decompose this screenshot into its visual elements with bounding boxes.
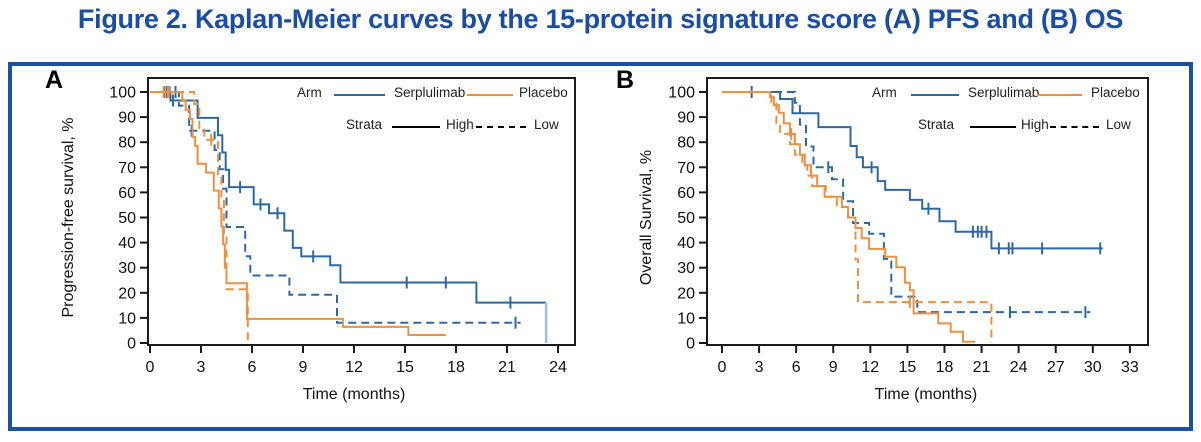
legend-placebo-label: Placebo bbox=[519, 85, 568, 100]
legend-placebo-line bbox=[467, 94, 513, 96]
y-tick-label: 40 bbox=[118, 235, 136, 252]
y-tick-label: 60 bbox=[677, 185, 695, 202]
legend-serplulimab-label: Serplulimab bbox=[394, 85, 466, 100]
legend-high-line bbox=[970, 126, 1016, 128]
legend-high-label: High bbox=[1021, 117, 1049, 132]
km-curve-placebo-high bbox=[150, 91, 446, 336]
legend-high-line bbox=[392, 126, 440, 128]
figure-panel: 0 3 6 9 12 15 18 21 24 0 10 20 30 40 50 60 70 80 90 100 Time… bbox=[8, 62, 1193, 431]
km-curve-serplulimab-low bbox=[722, 91, 1091, 314]
legend-low-label: Low bbox=[1106, 117, 1131, 132]
y-tick-label: 90 bbox=[118, 110, 136, 127]
x-tick-label: 21 bbox=[498, 359, 516, 376]
legend-low-line bbox=[1050, 126, 1099, 128]
x-tick-label: 12 bbox=[345, 359, 363, 376]
y-tick-label: 100 bbox=[668, 85, 695, 102]
legend-placebo-line bbox=[1037, 94, 1082, 96]
x-tick-label: 0 bbox=[718, 359, 727, 376]
figure-title: Figure 2. Kaplan-Meier curves by the 15-… bbox=[77, 4, 1124, 34]
km-charts-svg: 0 3 6 9 12 15 18 21 240102030405060708090100Time… bbox=[60, 77, 1149, 403]
x-tick-label: 0 bbox=[146, 359, 155, 376]
x-tick-label: 15 bbox=[899, 359, 917, 376]
y-tick-label: 30 bbox=[677, 260, 695, 277]
x-axis-title: Time (months) bbox=[875, 386, 978, 403]
y-axis-title: Progression-free survival, % bbox=[60, 117, 77, 317]
y-tick-label: 0 bbox=[686, 336, 695, 353]
x-tick-label: 18 bbox=[936, 359, 954, 376]
y-tick-label: 40 bbox=[677, 235, 695, 252]
y-tick-label: 20 bbox=[118, 285, 136, 302]
y-tick-label: 60 bbox=[118, 185, 136, 202]
legend-low-line bbox=[476, 126, 526, 128]
y-tick-label: 100 bbox=[109, 85, 136, 102]
x-tick-label: 30 bbox=[1084, 359, 1102, 376]
x-tick-label: 12 bbox=[861, 359, 879, 376]
x-tick-label: 6 bbox=[248, 359, 257, 376]
panel-b-label: B bbox=[616, 66, 635, 94]
x-tick-label: 21 bbox=[973, 359, 991, 376]
y-tick-label: 80 bbox=[677, 135, 695, 152]
plot-frame bbox=[147, 77, 576, 346]
legend-serplulimab-line bbox=[334, 94, 385, 96]
x-tick-label: 9 bbox=[299, 359, 308, 376]
x-tick-label: 18 bbox=[447, 359, 465, 376]
y-tick-label: 80 bbox=[118, 135, 136, 152]
y-tick-label: 50 bbox=[677, 210, 695, 227]
x-tick-label: 3 bbox=[755, 359, 764, 376]
legend-arm-label: Arm bbox=[297, 85, 322, 100]
y-tick-label: 10 bbox=[677, 310, 695, 327]
y-tick-label: 70 bbox=[677, 160, 695, 177]
x-tick-label: 24 bbox=[549, 359, 567, 376]
x-tick-label: 9 bbox=[829, 359, 838, 376]
y-tick-label: 90 bbox=[677, 110, 695, 127]
km-curve-serplulimab-high bbox=[722, 91, 1103, 250]
x-tick-label: 15 bbox=[396, 359, 414, 376]
plot-frame bbox=[706, 77, 1149, 346]
legend-low-label: Low bbox=[534, 117, 559, 132]
legend-serplulimab-label: Serplulimab bbox=[968, 85, 1040, 100]
y-tick-label: 10 bbox=[118, 310, 136, 327]
y-tick-label: 0 bbox=[127, 336, 136, 353]
legend-strata-label: Strata bbox=[346, 117, 383, 132]
x-tick-label: 6 bbox=[792, 359, 801, 376]
y-axis-title: Overall Survival, % bbox=[638, 150, 655, 285]
x-tick-label: 33 bbox=[1121, 359, 1139, 376]
legend-high-label: High bbox=[446, 117, 474, 132]
legend-strata-label: Strata bbox=[918, 117, 955, 132]
km-panel-b: 0 3 6 9 12 15 18 21 24 27 30 33 0 10 20 30 40 50 60 70 80 90 1… bbox=[638, 77, 1149, 403]
y-tick-label: 30 bbox=[118, 260, 136, 277]
x-tick-label: 3 bbox=[197, 359, 206, 376]
y-tick-label: 50 bbox=[118, 210, 136, 227]
x-tick-label: 24 bbox=[1010, 359, 1028, 376]
panel-a-label: A bbox=[45, 66, 64, 94]
legend-arm-label: Arm bbox=[872, 85, 897, 100]
legend-serplulimab-line bbox=[911, 94, 959, 96]
y-tick-label: 20 bbox=[677, 285, 695, 302]
legend-placebo-label: Placebo bbox=[1091, 85, 1140, 100]
km-curve-placebo-low bbox=[150, 91, 249, 343]
km-panel-a: 0 3 6 9 12 15 18 21 24 0 10 20 30 40 50 60 70 80 90 100 Time… bbox=[60, 77, 576, 403]
y-tick-label: 70 bbox=[118, 160, 136, 177]
x-axis-title: Time (months) bbox=[303, 386, 406, 403]
x-tick-label: 27 bbox=[1047, 359, 1065, 376]
